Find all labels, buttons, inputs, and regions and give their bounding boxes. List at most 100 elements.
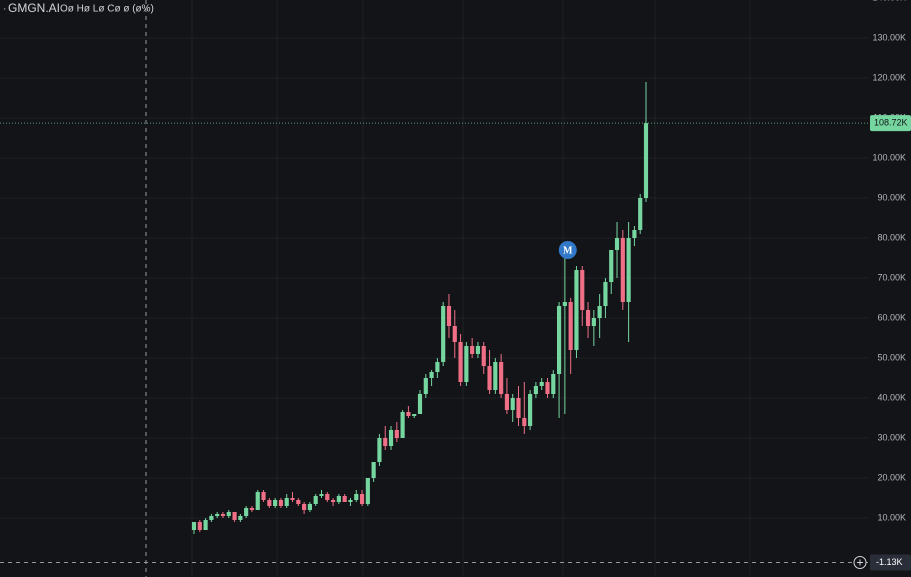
candle-body: [365, 478, 370, 504]
crosshair-box: [870, 554, 911, 571]
candle-body: [620, 238, 625, 302]
candle-body: [296, 500, 301, 504]
candle-body: [278, 500, 284, 506]
candle-body: [423, 378, 428, 394]
candle-body: [499, 362, 504, 394]
candle-body: [359, 494, 365, 504]
candle-body: [638, 198, 643, 230]
symbol: GMGN.AI: [8, 1, 60, 15]
candle-body: [458, 342, 463, 382]
candle-body: [585, 310, 591, 326]
candle-body: [394, 430, 399, 438]
candle-body: [302, 504, 307, 510]
candle-body: [290, 498, 295, 500]
candle-body: [470, 346, 475, 354]
last-price-label: 108.72K: [874, 117, 908, 127]
candle-body: [377, 438, 382, 462]
y-tick-label: 30.00K: [877, 432, 906, 442]
candle-body: [580, 270, 585, 310]
candle-body: [441, 306, 446, 362]
candle-body: [568, 302, 573, 350]
candle-body: [412, 414, 417, 416]
candle-body: [226, 512, 231, 516]
candle-body: [446, 306, 452, 326]
y-tick-label: 130.00K: [872, 32, 906, 42]
candle-body: [522, 418, 527, 426]
marker: [558, 241, 577, 259]
candle-body: [464, 346, 469, 382]
candle-body: [238, 516, 243, 520]
y-tick-label: 70.00K: [877, 272, 906, 282]
candle-body: [429, 372, 434, 378]
candle-body: [249, 508, 255, 510]
candle-body: [597, 306, 602, 318]
candle-body: [383, 438, 388, 446]
candle-body: [603, 282, 608, 306]
marker-label: M: [563, 245, 573, 256]
add-icon: [857, 559, 863, 566]
candle-body: [435, 362, 440, 372]
candle-body: [232, 512, 237, 520]
candle-body: [209, 516, 214, 520]
crosshair-label: -1.13K: [876, 557, 903, 567]
y-tick-label: 10.00K: [877, 512, 906, 522]
candle-body: [591, 318, 596, 326]
candle-body: [533, 386, 538, 394]
candle-body: [215, 514, 220, 516]
candle-body: [348, 500, 353, 502]
candle-body: [626, 238, 631, 302]
candle-body: [539, 382, 544, 386]
candle-body: [388, 430, 394, 446]
header-dot: ·: [3, 4, 6, 15]
y-tick-label: 100.00K: [872, 152, 906, 162]
y-tick-label: 50.00K: [877, 352, 906, 362]
candle-body: [551, 374, 556, 394]
candle-body: [609, 250, 614, 282]
candle-body: [371, 462, 376, 478]
candle-body: [493, 362, 498, 390]
candle-body: [632, 230, 637, 238]
y-tick-label: 140.00K: [872, 0, 906, 2]
candle-body: [614, 238, 620, 250]
candle-body: [528, 394, 533, 426]
candle-body: [191, 522, 197, 530]
candle-body: [475, 346, 481, 354]
candle-body: [504, 394, 510, 410]
candle-body: [562, 302, 567, 306]
candle-body: [452, 326, 457, 342]
candle-body: [342, 496, 347, 502]
y-tick-label: 40.00K: [877, 392, 906, 402]
candle-body: [510, 398, 515, 410]
candle-body: [643, 123, 649, 198]
candle-body: [267, 500, 272, 506]
last-price-box: [870, 115, 911, 132]
candle-body: [481, 346, 486, 366]
candle-body: [319, 494, 324, 496]
candle-body: [220, 514, 226, 516]
y-tick-label: 90.00K: [877, 192, 906, 202]
candle-body: [400, 412, 405, 438]
candle-body: [516, 398, 521, 418]
candle-body: [336, 496, 341, 502]
y-tick-label: 80.00K: [877, 232, 906, 242]
y-tick-label: 120.00K: [872, 72, 906, 82]
candle-body: [545, 382, 550, 394]
candle-body: [197, 522, 202, 530]
candle-body: [203, 520, 208, 530]
candle-body: [244, 508, 249, 516]
candle-body: [354, 494, 359, 500]
candle-body: [313, 496, 318, 504]
candle-body: [255, 492, 260, 510]
candle-body: [487, 366, 492, 390]
candle-body: [284, 498, 289, 506]
candle-body: [556, 306, 562, 374]
candle-body: [406, 412, 411, 416]
candle-body: [330, 500, 336, 502]
vertical-grid: [191, 0, 751, 577]
y-tick-label: 20.00K: [877, 472, 906, 482]
candle-body: [261, 492, 266, 500]
candle-body: [325, 494, 330, 500]
candle-body: [273, 500, 278, 506]
